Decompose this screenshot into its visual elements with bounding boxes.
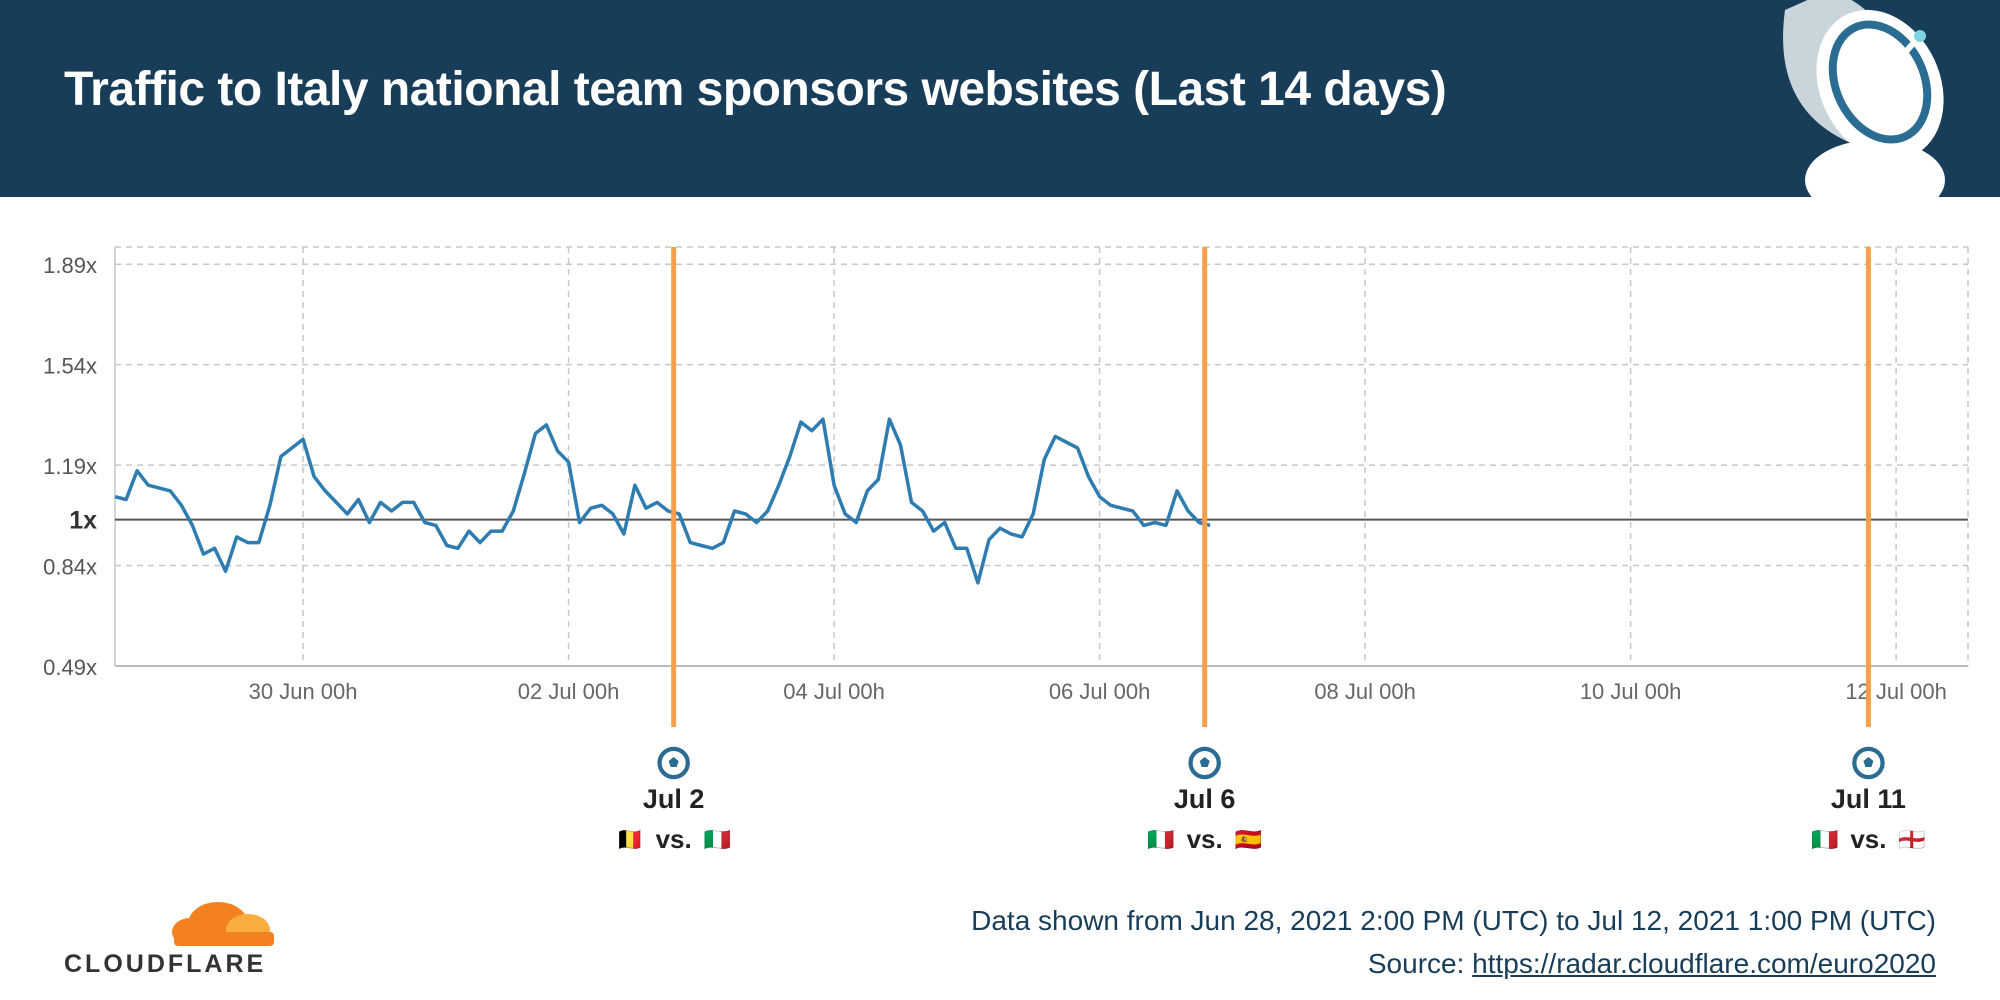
grid-lines xyxy=(114,246,1969,666)
match-date-label: Jul 6 xyxy=(1174,784,1236,814)
match-event: Jul 6🇮🇹 vs. 🇪🇸 xyxy=(1147,247,1262,854)
x-tick-label: 10 Jul 00h xyxy=(1580,679,1682,704)
y-tick-label: 0.49x xyxy=(43,655,97,680)
team-flag-away: 🇪🇸 xyxy=(1235,828,1262,853)
cloudflare-logo: CLOUDFLARE xyxy=(64,898,284,978)
match-events: Jul 2🇧🇪 vs. 🇮🇹Jul 6🇮🇹 vs. 🇪🇸Jul 11🇮🇹 vs. 🏴󠁧󠁢󠁥󠁮… xyxy=(616,247,1926,854)
x-tick-label: 08 Jul 00h xyxy=(1314,679,1416,704)
y-tick-label: 1.89x xyxy=(43,253,97,278)
match-event: Jul 2🇧🇪 vs. 🇮🇹 xyxy=(616,247,731,854)
page-title: Traffic to Italy national team sponsors … xyxy=(64,63,1447,116)
match-date-label: Jul 2 xyxy=(643,784,705,814)
vs-label: vs. xyxy=(1187,824,1223,854)
vs-label: vs. xyxy=(656,824,692,854)
x-tick-label: 30 Jun 00h xyxy=(249,679,358,704)
team-flag-home: 🇮🇹 xyxy=(1811,828,1838,853)
x-tick-label: 02 Jul 00h xyxy=(518,679,620,704)
series-line xyxy=(114,417,1211,585)
soccer-ball-icon xyxy=(1852,746,1885,780)
x-tick-label: 06 Jul 00h xyxy=(1049,679,1151,704)
y-tick-label: 0.84x xyxy=(43,555,97,580)
team-flag-home: 🇮🇹 xyxy=(1147,828,1174,853)
y-tick-label: 1.54x xyxy=(43,354,97,379)
vs-label: vs. xyxy=(1850,824,1886,854)
cloud-icon xyxy=(172,902,274,946)
y-tick-label: 1x xyxy=(69,507,97,535)
team-flag-away: 🇮🇹 xyxy=(704,828,731,853)
y-tick-label: 1.19x xyxy=(43,454,97,479)
team-flag-away: 🏴󠁧󠁢󠁥󠁮󠁧󠁿 xyxy=(1898,828,1925,853)
traffic-line-chart: 0.49x 0.84x 1x 1.19x 1.54x 1.89x 30 Jun 00h 02… xyxy=(43,246,1969,854)
source-line: Source: https://radar.cloudflare.com/eur… xyxy=(1368,948,1936,980)
x-tick-label: 04 Jul 00h xyxy=(783,679,885,704)
team-flag-home: 🇧🇪 xyxy=(616,827,643,853)
logo-wordmark: CLOUDFLARE xyxy=(64,950,267,978)
soccer-ball-icon xyxy=(1188,746,1221,780)
satellite-dish-icon xyxy=(1783,0,1945,197)
x-axis-ticks: 30 Jun 00h 02 Jul 00h 04 Jul 00h 06 Jul 00h… xyxy=(249,679,1947,704)
match-event: Jul 11 🇮🇹 vs. 🏴󠁧󠁢󠁥󠁮󠁧󠁿 xyxy=(1811,247,1926,854)
match-date-label: Jul 11 xyxy=(1831,784,1906,814)
header-banner: Traffic to Italy national team sponsors … xyxy=(0,0,2000,197)
source-label: Source: xyxy=(1367,948,1473,979)
y-axis-ticks: 0.49x 0.84x 1x 1.19x 1.54x 1.89x xyxy=(43,253,97,680)
source-link[interactable]: https://radar.cloudflare.com/euro2020 xyxy=(1472,948,1936,979)
x-tick-label: 12 Jul 00h xyxy=(1845,679,1947,704)
soccer-ball-icon xyxy=(657,746,690,780)
date-range-text: Data shown from Jun 28, 2021 2:00 PM (UT… xyxy=(971,905,1936,936)
